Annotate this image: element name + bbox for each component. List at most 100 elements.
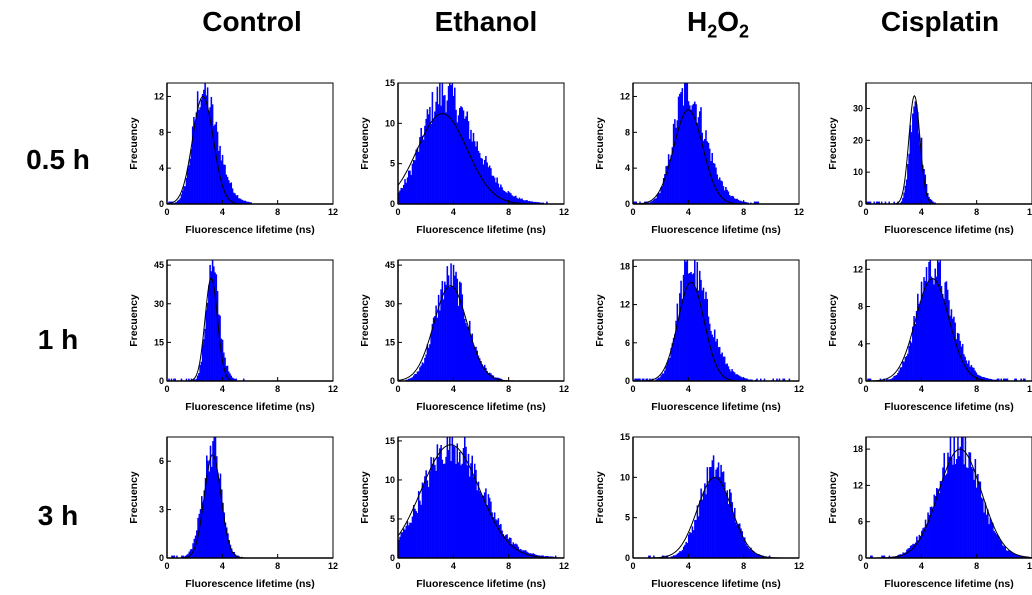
- histogram-bar: [432, 317, 435, 381]
- histogram-bar: [707, 316, 710, 381]
- histogram-bar: [696, 505, 699, 558]
- histogram-bar: [927, 282, 929, 381]
- histogram-bar: [670, 155, 672, 204]
- y-tick-label: 30: [154, 299, 164, 309]
- histogram-bar: [636, 378, 639, 381]
- histogram-bar: [422, 139, 425, 204]
- histogram-bar: [969, 452, 972, 558]
- histogram-bar: [706, 299, 708, 381]
- histogram-bar: [206, 302, 209, 381]
- histogram-bar: [709, 467, 711, 558]
- histogram-bar: [454, 446, 456, 558]
- histogram-bar: [725, 492, 727, 558]
- y-tick-label: 18: [620, 261, 630, 271]
- histogram-bar: [675, 127, 677, 204]
- histogram-bar: [200, 99, 203, 204]
- histogram-bar: [953, 437, 955, 558]
- histogram-bar: [662, 178, 665, 204]
- histogram-bar: [201, 496, 203, 558]
- histogram-bar: [426, 344, 429, 381]
- histogram-bar: [407, 525, 410, 558]
- histogram-bar: [180, 378, 183, 381]
- histogram-bar: [461, 294, 464, 381]
- histogram-bar: [523, 550, 526, 558]
- histogram-bar: [685, 83, 687, 204]
- y-axis-label: Frecuency: [359, 471, 371, 524]
- histogram-bar: [890, 378, 893, 381]
- histogram-bar: [679, 93, 681, 204]
- histogram-bar: [925, 267, 928, 381]
- histogram-bar: [778, 378, 781, 381]
- histogram-bar: [888, 379, 890, 381]
- histogram-bar: [205, 95, 208, 204]
- histogram-bar: [735, 198, 737, 204]
- histogram-bar: [502, 190, 505, 204]
- histogram-bar: [538, 202, 541, 204]
- x-tick-label: 0: [863, 384, 868, 394]
- histogram-bar: [203, 339, 205, 381]
- histogram-bar: [451, 437, 454, 558]
- histogram-bar: [935, 276, 938, 381]
- histogram-bar: [400, 187, 403, 204]
- histogram-bar: [669, 357, 671, 381]
- histogram-bar: [736, 374, 738, 381]
- histogram-bar: [500, 184, 502, 204]
- histogram-bar: [737, 199, 740, 204]
- histogram-bar: [740, 528, 742, 558]
- histogram-bars: [398, 83, 548, 204]
- x-tick-label: 0: [164, 207, 169, 217]
- histogram-bar: [506, 192, 508, 204]
- y-tick-label: 10: [385, 118, 395, 128]
- y-tick-label: 3: [159, 505, 164, 515]
- histogram-bar: [503, 536, 506, 558]
- histogram-bar: [730, 196, 732, 204]
- histogram-bar: [1001, 545, 1004, 558]
- histogram-bar: [459, 451, 461, 558]
- histogram-bar: [416, 512, 419, 558]
- histogram-bar: [229, 544, 232, 558]
- histogram-bars: [168, 83, 252, 204]
- histogram-bar: [756, 554, 758, 558]
- histogram-bar: [186, 554, 188, 558]
- histogram-bar: [209, 107, 211, 204]
- histogram-bar: [705, 494, 707, 558]
- x-axis-label: Fluorescence lifetime (ns): [416, 578, 546, 590]
- histogram-bar: [447, 449, 450, 558]
- histogram-bar: [732, 196, 735, 204]
- histogram-bar: [989, 518, 992, 558]
- y-tick-label: 5: [390, 159, 395, 169]
- histogram-bar: [731, 502, 734, 558]
- histogram-bar: [992, 522, 994, 558]
- histogram-bar: [868, 378, 871, 381]
- histogram-bar: [456, 443, 459, 558]
- histogram-bar: [450, 263, 452, 381]
- histogram-bar: [737, 523, 740, 558]
- histogram-bar: [225, 527, 228, 558]
- histogram-bar: [215, 456, 218, 558]
- histogram-bar: [999, 539, 1002, 558]
- histogram-bar: [883, 555, 886, 558]
- histogram-bar: [234, 193, 236, 204]
- histogram-bar: [1010, 552, 1013, 558]
- histogram-bar: [690, 271, 692, 381]
- x-tick-label: 12: [559, 561, 569, 571]
- histogram-bar: [664, 174, 666, 204]
- histogram-bar: [230, 548, 233, 558]
- histogram-bar: [698, 270, 701, 381]
- histogram-bar: [736, 198, 738, 204]
- histogram-bar: [892, 377, 894, 381]
- histogram-bar: [974, 458, 977, 558]
- histogram-bar: [442, 463, 445, 558]
- histogram-bar: [513, 196, 516, 204]
- histogram-bar: [427, 347, 430, 381]
- histogram-bar: [431, 323, 434, 381]
- histogram-bar: [434, 316, 436, 381]
- histogram-bars: [398, 437, 557, 558]
- x-tick-label: 0: [164, 384, 169, 394]
- histogram-bar: [894, 375, 897, 381]
- histogram-bar: [492, 375, 495, 381]
- histogram-bar: [674, 119, 676, 204]
- histogram-bar: [915, 310, 918, 381]
- histogram-bar: [699, 500, 701, 558]
- histogram-bar: [926, 524, 928, 558]
